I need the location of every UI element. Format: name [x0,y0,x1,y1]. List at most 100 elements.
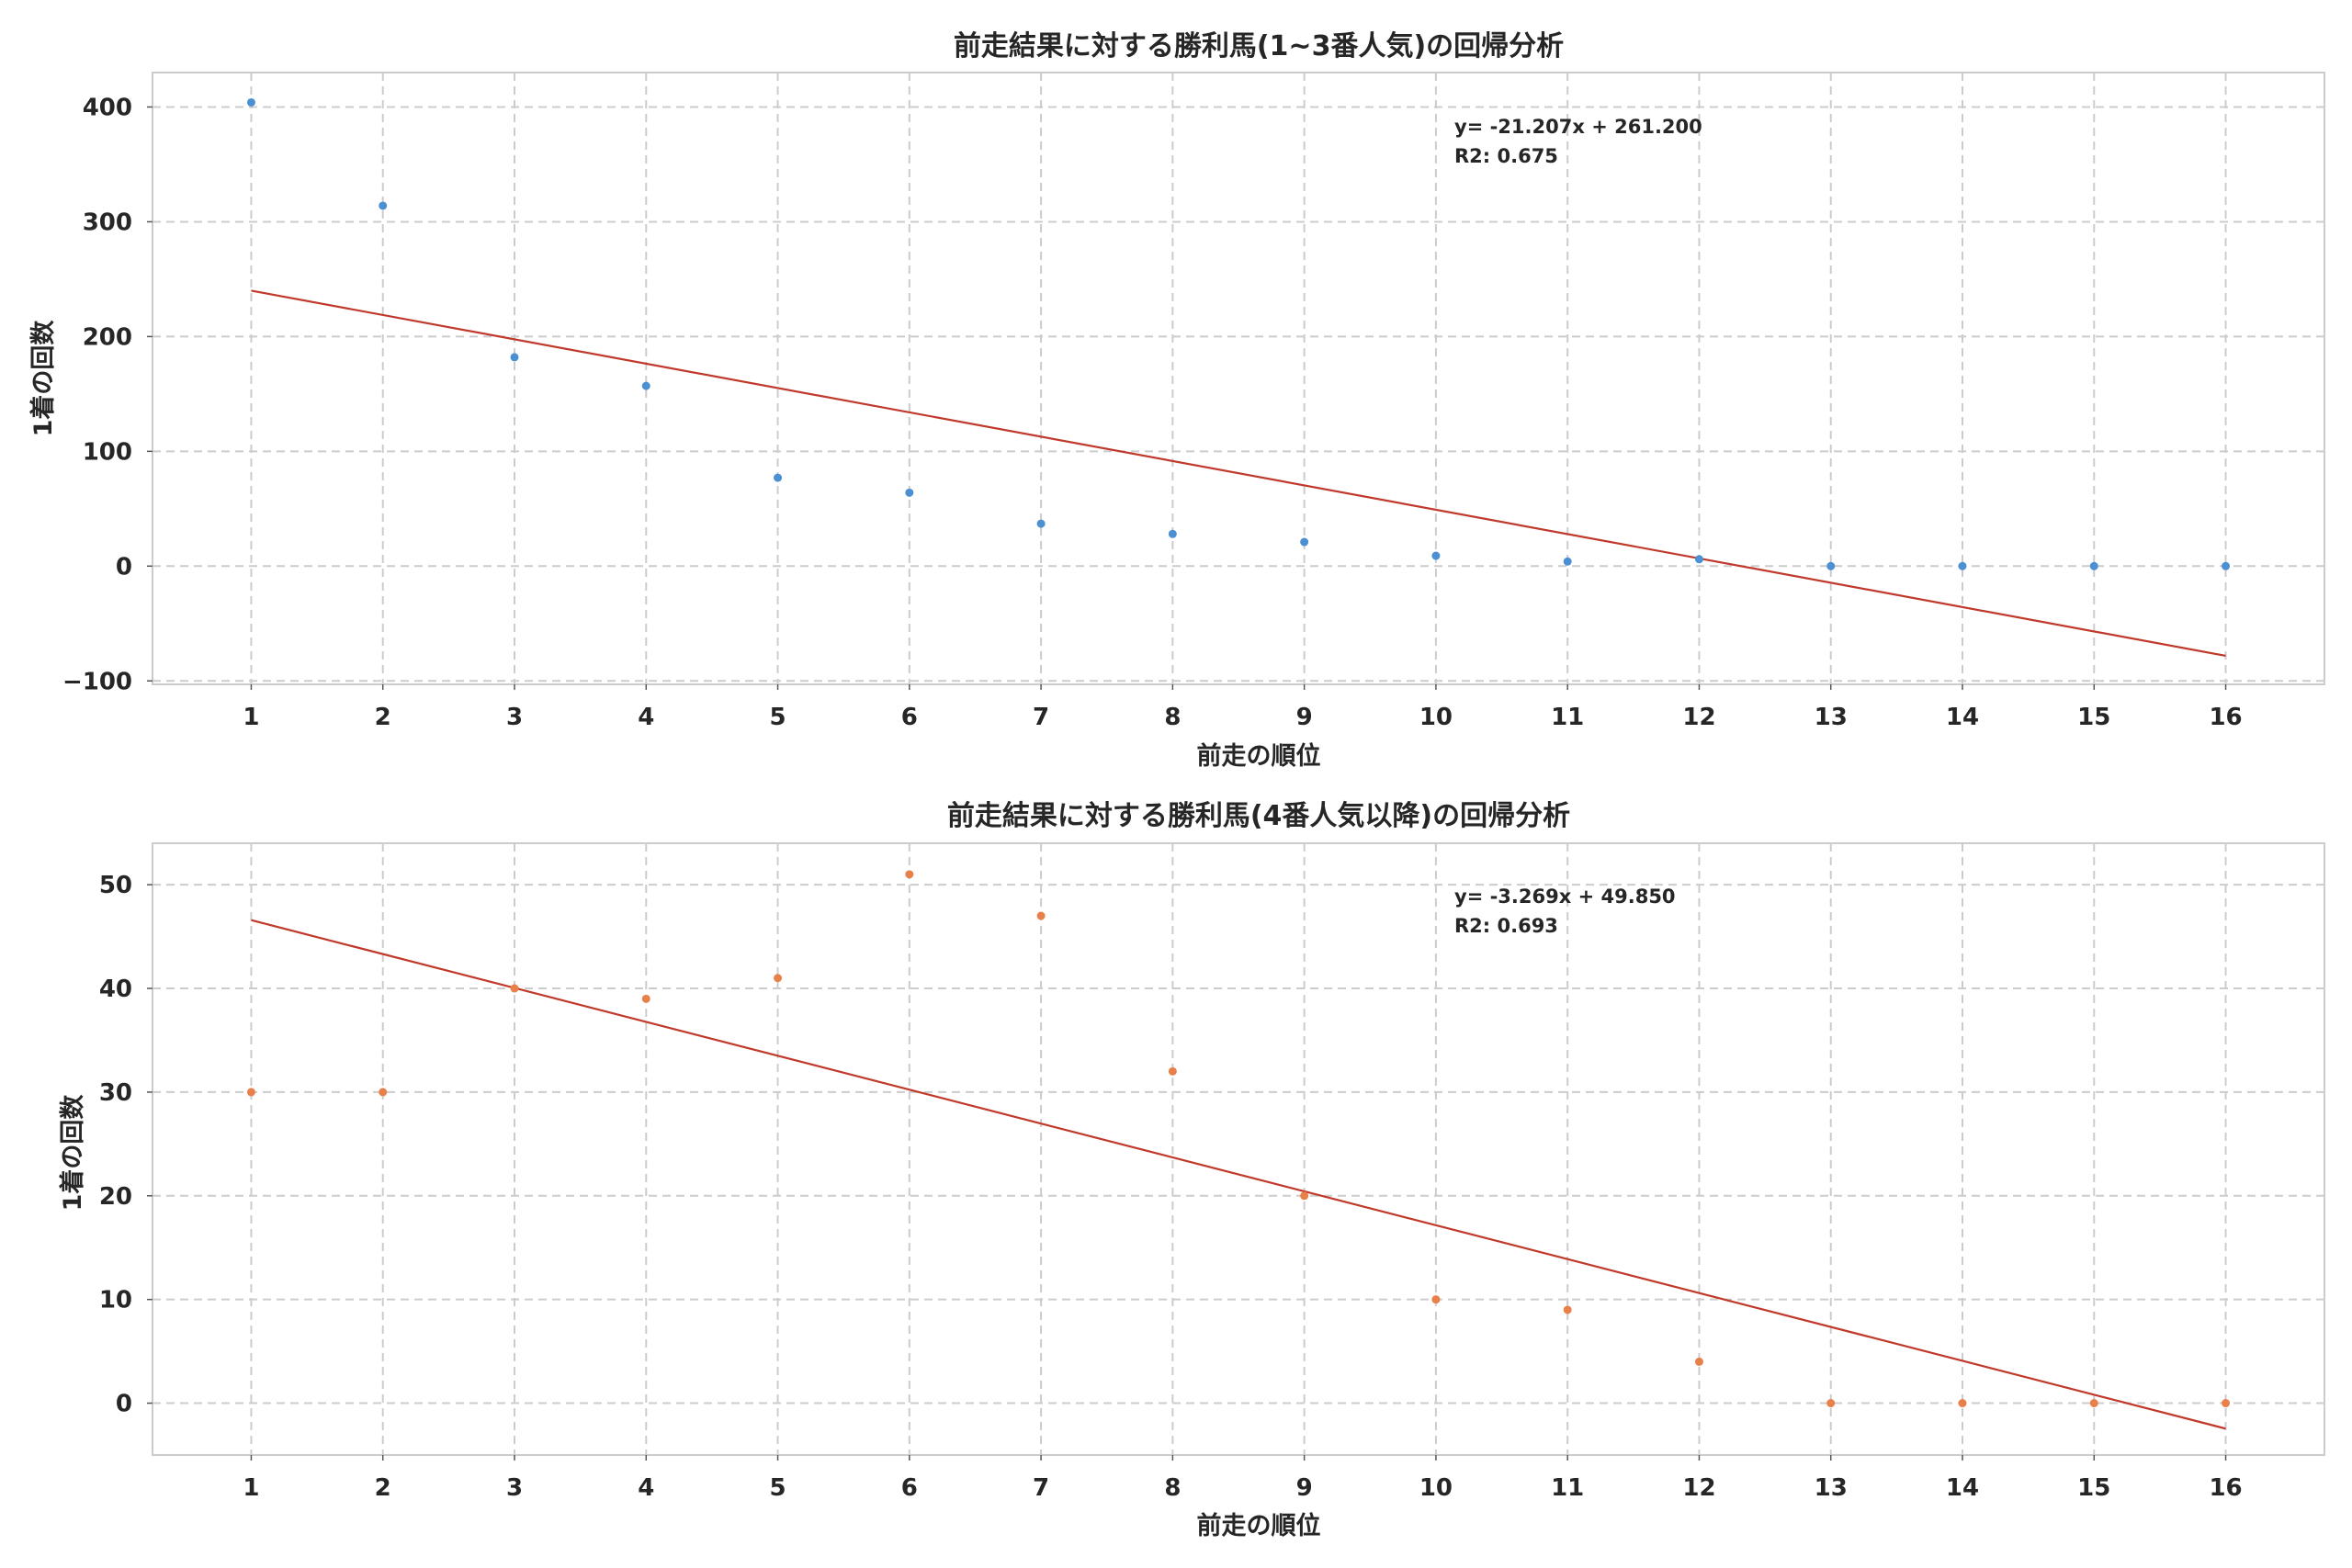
data-point [1168,1066,1177,1076]
data-point [379,1088,388,1097]
regression-line [251,289,2226,657]
data-point [1431,551,1441,560]
grid-lines [153,843,2324,1455]
y-axis-label: 1着の回数 [28,320,58,437]
x-tick-label: 11 [1551,1474,1584,1502]
y-tick-label: 300 [83,209,132,236]
x-tick-label: 5 [769,1474,786,1502]
y-tick-label: 30 [99,1079,132,1107]
data-point [1958,561,1967,570]
data-point [2089,1399,2098,1408]
regression-equation: y= -21.207x + 261.200 [1454,116,1702,138]
x-tick-label: 9 [1296,1474,1313,1502]
chart-title: 前走結果に対する勝利馬(4番人気以降)の回帰分析 [947,800,1570,832]
r2-value: R2: 0.675 [1454,145,1558,167]
y-axis-label: 1着の回数 [58,1094,87,1212]
x-tick-label: 16 [2209,1474,2242,1502]
chart-title: 前走結果に対する勝利馬(1~3番人気)の回帰分析 [954,30,1564,62]
data-point [1563,1305,1572,1314]
x-tick-label: 4 [638,704,654,731]
x-tick-label: 2 [375,704,391,731]
x-tick-label: 9 [1296,704,1313,731]
data-point [774,473,783,482]
x-ticks: 1 2 3 4 5 6 7 8 9 10 11 12 13 14 15 16 [243,684,2243,731]
plot-frame [152,842,2325,1456]
y-tick-label: 50 [99,872,132,899]
x-tick-label: 6 [901,1474,918,1502]
data-point [905,870,914,879]
y-tick-label: 0 [116,553,132,581]
x-tick-label: 15 [2077,1474,2110,1502]
x-tick-label: 10 [1419,1474,1453,1502]
data-point [641,994,650,1003]
y-ticks: 50 40 30 20 10 0 [99,872,153,1418]
y-tick-label: 20 [99,1183,132,1211]
y-tick-label: 200 [83,323,132,351]
data-points [246,97,2231,570]
x-tick-label: 1 [243,704,259,731]
x-tick-label: 4 [638,1474,654,1502]
x-tick-label: 14 [1946,704,1979,731]
regression-line-group [251,919,2226,1430]
y-tick-label: −100 [62,668,132,695]
data-point [2089,561,2098,570]
x-ticks: 1 2 3 4 5 6 7 8 9 10 11 12 13 14 15 16 [243,1455,2243,1502]
data-point [510,984,519,993]
grid-lines [153,73,2324,684]
x-tick-label: 15 [2077,704,2110,731]
data-point [1694,555,1703,564]
x-tick-label: 7 [1033,1474,1049,1502]
data-point [1826,1399,1836,1408]
data-point [379,201,388,210]
x-tick-label: 10 [1419,704,1453,731]
x-tick-label: 7 [1033,704,1049,731]
x-tick-label: 12 [1682,704,1715,731]
x-tick-label: 11 [1551,704,1584,731]
y-ticks: 400 300 200 100 0 −100 [62,94,153,695]
y-tick-label: 10 [99,1287,132,1314]
regression-line-group [251,289,2226,657]
data-point [2222,561,2231,570]
x-tick-label: 14 [1946,1474,1979,1502]
data-point [905,488,914,497]
data-point [1826,561,1836,570]
data-point [1563,557,1572,566]
y-tick-label: 400 [83,94,132,121]
regression-equation: y= -3.269x + 49.850 [1454,886,1676,908]
data-point [246,97,255,107]
data-point [246,1088,255,1097]
data-point [1300,1191,1309,1201]
y-tick-label: 100 [83,438,132,466]
data-point [1694,1357,1703,1366]
y-tick-label: 0 [116,1391,132,1418]
x-tick-label: 8 [1164,704,1181,731]
data-point [1036,911,1046,920]
x-tick-label: 1 [243,1474,259,1502]
x-tick-label: 5 [769,704,786,731]
data-point [1431,1295,1441,1304]
r2-value: R2: 0.693 [1454,915,1558,937]
regression-line [251,919,2226,1430]
x-tick-label: 6 [901,704,918,731]
x-tick-label: 13 [1815,1474,1848,1502]
x-tick-label: 3 [506,1474,523,1502]
data-point [641,381,650,390]
data-points [246,870,2231,1408]
data-point [774,974,783,983]
x-tick-label: 8 [1164,1474,1181,1502]
data-point [1036,519,1046,528]
data-point [510,353,519,362]
y-tick-label: 40 [99,976,132,1003]
data-point [1300,537,1309,547]
x-tick-label: 16 [2209,704,2242,731]
x-tick-label: 3 [506,704,523,731]
data-point [1168,529,1177,538]
plot-frame [152,72,2325,685]
data-point [2222,1399,2231,1408]
x-tick-label: 2 [375,1474,391,1502]
x-axis-label: 前走の順位 [1197,1511,1321,1540]
x-tick-label: 12 [1682,1474,1715,1502]
